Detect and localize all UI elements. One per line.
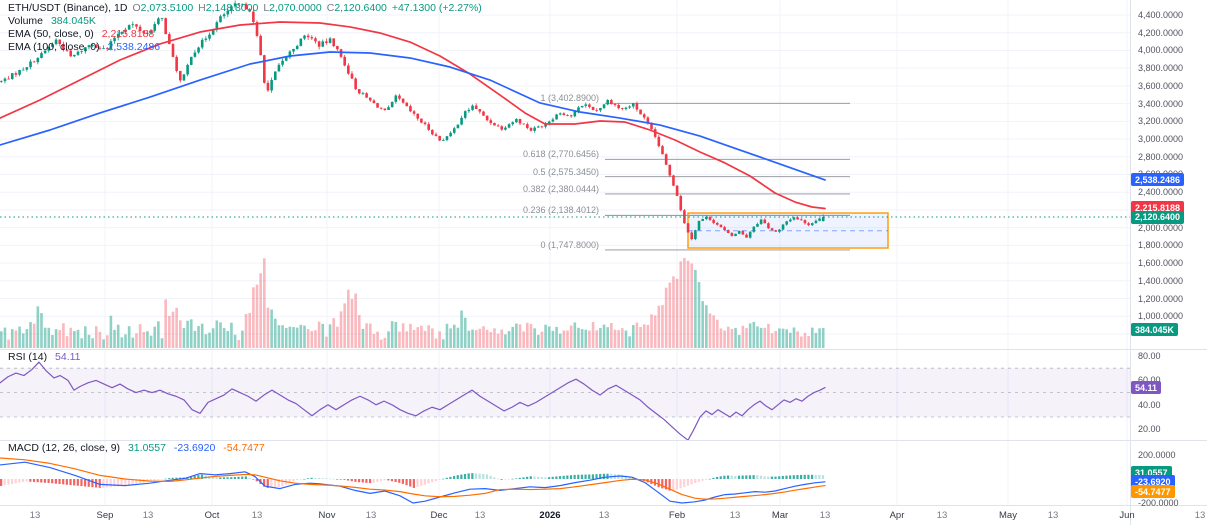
price-axis-label: 1,600.0000 (1138, 258, 1184, 269)
ohlc-value: 2,148.8000 (205, 2, 259, 14)
ohlc-values: O2,073.5100 H2,148.8000 L2,070.0000 C2,120.… (127, 2, 386, 14)
price-axis-label: 2,800.0000 (1138, 151, 1184, 162)
rsi-line (0, 361, 826, 441)
macd-signal-value: -54.7477 (223, 442, 265, 454)
price-axis-label: 1,800.0000 (1138, 240, 1184, 251)
time-axis-label: 13 (819, 510, 831, 521)
time-axis-label: 13 (1047, 510, 1059, 521)
rsi-label: RSI (14) (8, 351, 48, 363)
macd-line-value: -23.6920 (173, 442, 216, 454)
ohlc-value: 2,073.5100 (140, 2, 194, 14)
price-axis-label: 2,400.0000 (1138, 187, 1184, 198)
time-axis-label: 2026 (539, 510, 561, 521)
ema50-label: EMA (50, close, 0) (8, 28, 94, 40)
macd-line (0, 461, 826, 504)
macd-label: MACD (12, 26, close, 9) (8, 442, 121, 454)
volume-label: Volume (8, 15, 44, 27)
price-axis-label: 3,200.0000 (1138, 116, 1184, 127)
ohlc-value: 2,120.6400 (334, 2, 387, 14)
ema100-line (0, 51, 826, 181)
ohlc-key: L (263, 2, 270, 14)
fib-level-label: 0.5 (2,575.3450) (532, 166, 599, 177)
ohlc-key: H (198, 2, 206, 14)
ohlc-key: C (326, 2, 335, 14)
legend-main: ETH/USDT (Binance), 1D O2,073.5100 H2,148.… (8, 2, 482, 54)
price-axis-label: 1,400.0000 (1138, 275, 1184, 286)
ema100-value: 2,538.2486 (107, 41, 161, 53)
fib-level-label: 0 (1,747.8000) (540, 239, 599, 250)
change-value: +47.1300 (+2.27%) (391, 2, 482, 14)
time-axis-label: Sep (96, 510, 114, 521)
volume-row[interactable]: Volume 384.045K (8, 15, 482, 28)
macd-signal-line (0, 457, 826, 500)
ema100-label: EMA (100, close, 0) (8, 41, 100, 53)
ohlc-key: O (132, 2, 141, 14)
time-axis-label: Dec (430, 510, 448, 521)
rsi-value: 54.11 (55, 351, 81, 363)
rsi-axis-label: 20.00 (1138, 424, 1161, 435)
time-axis-label: Oct (204, 510, 220, 521)
time-axis-label: 13 (936, 510, 948, 521)
time-axis-label: 13 (598, 510, 610, 521)
symbol-title[interactable]: ETH/USDT (Binance), 1D (8, 2, 128, 14)
rsi-axis-label: 80.00 (1138, 351, 1161, 361)
time-axis-label: Apr (889, 510, 905, 521)
price-badge: 54.11 (1131, 381, 1162, 394)
time-axis-label: 13 (365, 510, 377, 521)
time-axis-label: Nov (318, 510, 336, 521)
ema100-row[interactable]: EMA (100, close, 0) 2,538.2486 (8, 41, 482, 54)
fib-level-label: 0.236 (2,138.4012) (522, 205, 599, 216)
macd-histogram (0, 473, 825, 491)
macd-hist-value: 31.0557 (127, 442, 166, 454)
volume-value: 384.045K (50, 15, 96, 27)
price-axis-label: 1,200.0000 (1138, 293, 1184, 304)
price-axis-label: 3,400.0000 (1138, 98, 1184, 109)
legend-macd[interactable]: MACD (12, 26, close, 9) 31.0557 -23.6920… (8, 442, 265, 455)
price-badge: 2,120.6400 (1131, 210, 1185, 224)
price-axis-label: 4,000.0000 (1138, 45, 1184, 56)
time-axis-border (0, 505, 1207, 506)
price-axis-border (1130, 0, 1131, 525)
price-badge: 384.045K (1131, 323, 1179, 336)
price-axis-label: 4,400.0000 (1138, 10, 1184, 20)
ohlc-value: 2,070.0000 (269, 2, 322, 14)
time-axis-label: 13 (251, 510, 263, 521)
legend-rsi[interactable]: RSI (14) 54.11 (8, 351, 81, 364)
time-axis-label: 13 (1194, 510, 1206, 521)
price-axis-label: 3,800.0000 (1138, 63, 1184, 74)
macd-axis-label: -200.0000 (1138, 498, 1179, 508)
price-badge: -54.7477 (1131, 485, 1175, 498)
time-axis-label: 13 (29, 510, 41, 521)
ema50-row[interactable]: EMA (50, close, 0) 2,215.8188 (8, 28, 482, 41)
ema50-line (0, 21, 826, 210)
price-badge: 2,538.2486 (1131, 173, 1185, 186)
pane-separator-rsi[interactable] (0, 349, 1207, 350)
fib-level-label: 1 (3,402.8900) (540, 93, 599, 104)
time-axis-label: Jun (1119, 510, 1135, 521)
time-axis-label: 13 (142, 510, 154, 521)
price-axis-label: 2,000.0000 (1138, 222, 1184, 233)
time-axis-label: 13 (474, 510, 486, 521)
price-axis-label: 1,000.0000 (1138, 311, 1184, 322)
rsi-axis-label: 40.00 (1138, 399, 1161, 410)
pane-separator-macd[interactable] (0, 440, 1207, 441)
fib-level-label: 0.618 (2,770.6456) (522, 149, 599, 160)
price-axis-label: 3,000.0000 (1138, 134, 1184, 145)
fib-level-label: 0.382 (2,380.0444) (522, 183, 599, 194)
price-badge: -23.6920 (1131, 475, 1175, 488)
price-axis-label: 4,200.0000 (1138, 27, 1184, 38)
ema50-value: 2,215.8188 (101, 28, 155, 40)
chart-canvas[interactable] (0, 0, 1130, 505)
volume-bars (0, 258, 825, 348)
price-axis-label: 3,600.0000 (1138, 80, 1184, 91)
time-axis-label: Mar (771, 510, 789, 521)
rsi-band (0, 368, 1130, 417)
time-axis-label: 13 (729, 510, 741, 521)
symbol-row[interactable]: ETH/USDT (Binance), 1D O2,073.5100 H2,148.… (8, 2, 482, 15)
macd-axis-label: 200.0000 (1138, 450, 1176, 460)
time-axis-label: May (999, 510, 1017, 521)
time-axis-label: Feb (668, 510, 686, 521)
